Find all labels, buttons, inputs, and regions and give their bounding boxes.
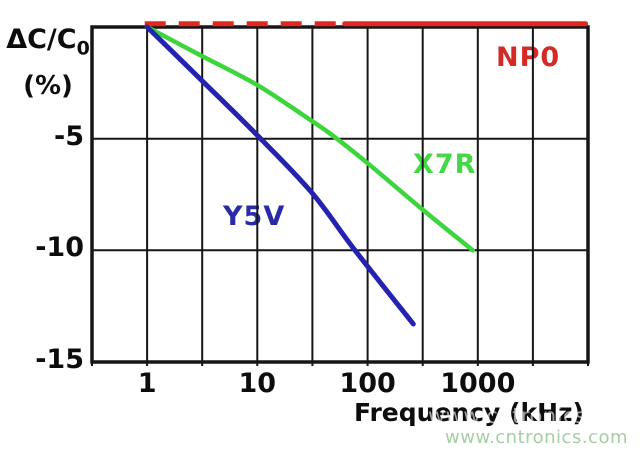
y-tick-label: -5 (54, 120, 84, 152)
y-axis-label-main: ΔC/C0 (6, 24, 90, 60)
y-tick-label: -15 (35, 344, 84, 375)
series-x7r (144, 24, 475, 253)
plot-border (90, 25, 590, 364)
y-axis-label: ΔC/C0 (%) (6, 26, 90, 99)
x-tick-label: 10 (238, 368, 277, 399)
y-axis-label-subscript: 0 (76, 37, 90, 60)
x-axis-title: Frequency (kHz) (354, 398, 584, 427)
y-tick-label: -10 (35, 232, 84, 264)
x-tick-label: 1 (137, 368, 157, 399)
y-axis-label-unit: (%) (23, 71, 73, 102)
curve-label-y5v: Y5V (223, 201, 286, 232)
watermark-text: www.cntronics.com (445, 427, 628, 448)
x-tick-label: 100 (339, 368, 396, 399)
x-tick-label: 1000 (440, 368, 516, 399)
watermark-ghost-text: www.cntronics.com (428, 404, 640, 428)
curve-label-np0: NP0 (496, 42, 561, 73)
series-y5v (144, 24, 416, 327)
